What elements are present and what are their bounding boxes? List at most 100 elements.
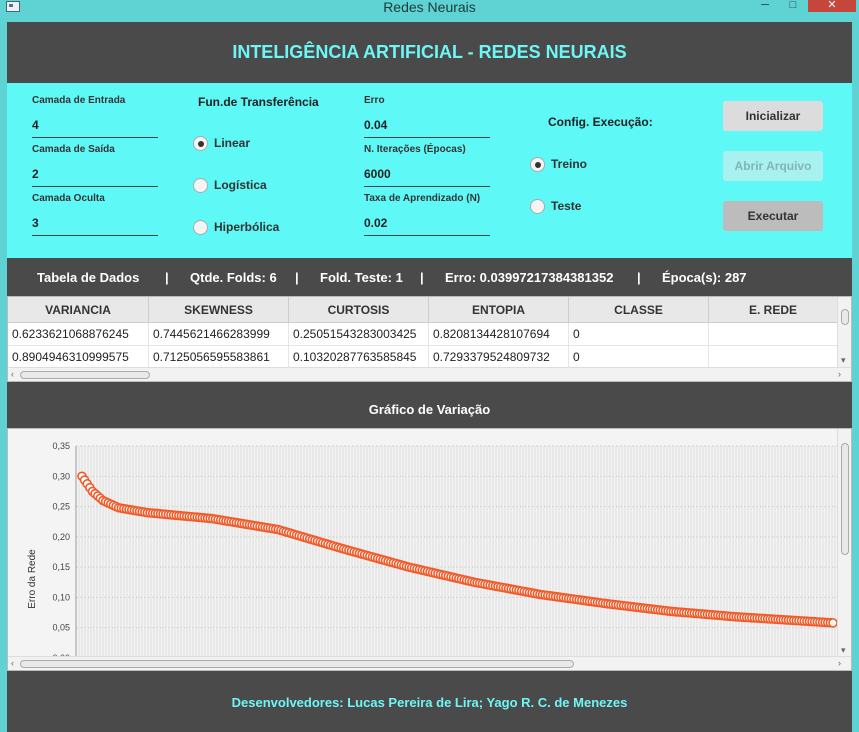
radio-dot [193, 220, 208, 235]
table-header: VARIANCIA SKEWNESS CURTOSIS ENTOPIA CLAS… [8, 297, 838, 323]
chart-vertical-scrollbar[interactable]: ▾ [837, 429, 851, 658]
y-tick-label: 0,30 [52, 471, 70, 481]
radio-linear[interactable]: Linear [193, 134, 293, 154]
scroll-right-icon[interactable]: › [838, 369, 841, 379]
y-tick-label: 0,10 [52, 592, 70, 602]
table-cell: 0.25051543283003425 [289, 323, 429, 346]
table-cell: 0.8208134428107694 [429, 323, 569, 346]
table-cell [709, 346, 838, 369]
error-series [77, 471, 838, 628]
status-bar: Tabela de Dados | Qtde. Folds: 6 | Fold.… [7, 258, 852, 296]
scroll-down-icon[interactable]: ▾ [841, 645, 846, 655]
oculta-field[interactable]: 3 [32, 210, 158, 236]
minimize-button[interactable]: ─ [761, 0, 769, 11]
page-title: INTELIGÊNCIA ARTIFICIAL - REDES NEURAIS [232, 42, 627, 62]
plot-area [50, 441, 837, 657]
folds-status: Qtde. Folds: 6 [190, 270, 277, 285]
scroll-thumb[interactable] [841, 309, 849, 325]
radio-dot [530, 199, 545, 214]
y-tick-label: 0,15 [52, 562, 70, 572]
title-bar: Redes Neurais ─ □ ✕ [0, 0, 859, 16]
table-row[interactable]: 0.6233621068876245 0.7445621466283999 0.… [8, 323, 838, 346]
column-header[interactable]: CURTOSIS [289, 297, 429, 323]
table-row[interactable]: 0.8904946310999575 0.7125056595583861 0.… [8, 346, 838, 369]
developers-credit: Desenvolvedores: Lucas Pereira de Lira; … [231, 695, 628, 710]
chart-horizontal-scrollbar[interactable]: ‹ › [8, 656, 851, 670]
scroll-thumb[interactable] [841, 443, 849, 555]
table-cell [709, 323, 838, 346]
scroll-right-icon[interactable]: › [838, 658, 841, 668]
radio-label: Treino [551, 157, 588, 171]
app-icon [6, 1, 20, 12]
scroll-thumb[interactable] [20, 371, 150, 379]
table-cell: 0.8904946310999575 [8, 346, 149, 369]
saida-field[interactable]: 2 [32, 161, 158, 187]
table-cell: 0 [569, 323, 709, 346]
erro-field[interactable]: 0.04 [364, 112, 490, 138]
scroll-down-icon[interactable]: ▾ [841, 355, 846, 365]
inicializar-button[interactable]: Inicializar [723, 101, 823, 131]
epoca-status: Época(s): 287 [662, 270, 747, 285]
oculta-label: Camada Oculta [32, 193, 105, 204]
radio-logistica[interactable]: Logística [193, 176, 293, 196]
separator: | [295, 270, 299, 285]
radio-teste[interactable]: Teste [530, 197, 620, 217]
radio-label: Hiperbólica [214, 220, 280, 234]
radio-label: Logística [214, 178, 267, 192]
table-cell: 0.6233621068876245 [8, 323, 149, 346]
radio-dot [530, 157, 545, 172]
erro-value: 0.04 [364, 118, 388, 132]
chart-grid [75, 445, 837, 659]
iteracoes-field[interactable]: 6000 [364, 161, 490, 187]
chart-title: Gráfico de Variação [368, 402, 491, 417]
fold-teste-status: Fold. Teste: 1 [320, 270, 403, 285]
header: INTELIGÊNCIA ARTIFICIAL - REDES NEURAIS [7, 22, 852, 83]
error-chart: 0,350,300,250,200,150,100,050,00 Erro da… [27, 441, 838, 663]
main-frame: INTELIGÊNCIA ARTIFICIAL - REDES NEURAIS … [7, 22, 852, 732]
table-cell: 0.10320287763585845 [289, 346, 429, 369]
tabela-label: Tabela de Dados [37, 270, 140, 285]
radio-hiperbolica[interactable]: Hiperbólica [193, 218, 293, 238]
table-vertical-scrollbar[interactable]: ▾ [837, 297, 851, 367]
y-tick-label: 0,35 [52, 441, 70, 451]
taxa-field[interactable]: 0.02 [364, 210, 490, 236]
column-header[interactable]: E. REDE [709, 297, 838, 323]
executar-button[interactable]: Executar [723, 201, 823, 231]
y-tick-label: 0,25 [52, 502, 70, 512]
config-panel: Camada de Entrada 4 Camada de Saída 2 Ca… [7, 83, 852, 258]
radio-dot [193, 178, 208, 193]
y-tick-label: 0,20 [52, 532, 70, 542]
table-horizontal-scrollbar[interactable]: ‹ › [8, 367, 851, 381]
iteracoes-value: 6000 [364, 167, 391, 181]
execucao-title: Config. Execução: [548, 115, 653, 129]
saida-value: 2 [32, 167, 39, 181]
column-header[interactable]: SKEWNESS [149, 297, 289, 323]
close-button[interactable]: ✕ [808, 0, 856, 12]
separator: | [637, 270, 641, 285]
separator: | [165, 270, 169, 285]
entrada-field[interactable]: 4 [32, 112, 158, 138]
table-cell: 0 [569, 346, 709, 369]
oculta-value: 3 [32, 216, 39, 230]
entrada-value: 4 [32, 118, 39, 132]
transfer-title: Fun.de Transferência [198, 95, 319, 109]
data-table: VARIANCIA SKEWNESS CURTOSIS ENTOPIA CLAS… [7, 296, 852, 382]
scroll-left-icon[interactable]: ‹ [11, 658, 14, 668]
column-header[interactable]: VARIANCIA [8, 297, 149, 323]
footer: Desenvolvedores: Lucas Pereira de Lira; … [7, 671, 852, 732]
scroll-left-icon[interactable]: ‹ [11, 369, 14, 379]
column-header[interactable]: ENTOPIA [429, 297, 569, 323]
radio-label: Teste [551, 199, 582, 213]
chart-header: Gráfico de Variação [7, 386, 852, 428]
scroll-thumb[interactable] [20, 660, 574, 668]
window-title: Redes Neurais [383, 0, 476, 15]
radio-treino[interactable]: Treino [530, 155, 620, 175]
table-cell: 0.7125056595583861 [149, 346, 289, 369]
abrir-arquivo-button[interactable]: Abrir Arquivo [723, 151, 823, 181]
erro-label: Erro [364, 95, 385, 106]
column-header[interactable]: CLASSE [569, 297, 709, 323]
taxa-label: Taxa de Aprendizado (N) [364, 193, 481, 204]
maximize-button[interactable]: □ [789, 0, 797, 11]
table-cell: 0.7293379524809732 [429, 346, 569, 369]
table-cell: 0.7445621466283999 [149, 323, 289, 346]
